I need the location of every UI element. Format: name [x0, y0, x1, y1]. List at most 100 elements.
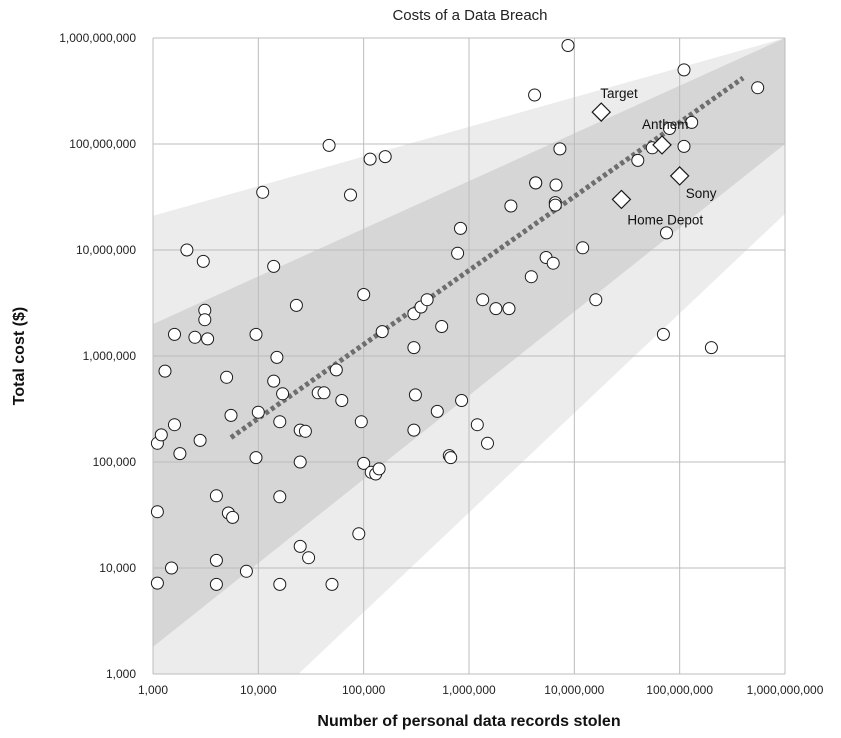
data-point — [256, 185, 270, 199]
data-point — [470, 418, 484, 432]
data-point — [335, 394, 349, 407]
data-point — [226, 510, 240, 524]
data-point — [251, 405, 265, 419]
y-tick-label: 10,000,000 — [76, 243, 136, 257]
y-tick-label: 10,000 — [99, 561, 136, 575]
data-point — [224, 408, 238, 422]
x-tick-label: 100,000 — [342, 683, 386, 697]
y-tick-label: 100,000,000 — [69, 137, 136, 151]
data-point — [407, 423, 421, 437]
data-point — [188, 330, 202, 344]
y-tick-labels: 1,000 10,000 100,000 1,000,000 10,000,000 100… — [59, 31, 136, 681]
data-point — [375, 325, 389, 339]
data-point — [209, 489, 223, 503]
data-point — [548, 198, 562, 212]
x-tick-label: 1,000 — [138, 683, 168, 697]
data-point — [298, 424, 312, 438]
grid-lines — [153, 37, 786, 674]
chart-title: Costs of a Data Breach — [392, 7, 547, 24]
data-point — [502, 302, 516, 316]
data-point — [444, 451, 458, 465]
data-point — [249, 327, 263, 341]
data-point — [357, 456, 371, 470]
data-point — [150, 505, 164, 519]
data-point — [276, 387, 290, 401]
data-point — [317, 386, 331, 400]
data-point — [529, 176, 543, 190]
data-points — [150, 39, 765, 591]
data-point — [677, 139, 691, 153]
data-point — [454, 221, 467, 235]
data-point — [325, 577, 339, 591]
data-point — [704, 341, 718, 355]
x-tick-label: 10,000,000 — [544, 683, 604, 697]
data-point — [168, 327, 181, 341]
data-point — [209, 577, 223, 591]
data-point — [196, 254, 210, 268]
data-point — [193, 433, 207, 447]
data-point — [289, 298, 303, 312]
data-point — [354, 415, 368, 429]
data-point — [420, 293, 434, 307]
data-point — [293, 539, 307, 553]
x-tick-label: 1,000,000,000 — [747, 683, 824, 697]
data-point — [220, 370, 234, 384]
data-point — [451, 246, 465, 260]
y-axis-label: Total cost ($) — [11, 307, 28, 405]
data-point — [663, 122, 676, 135]
data-point — [150, 576, 164, 590]
x-tick-label: 100,000,000 — [646, 683, 713, 697]
data-point — [273, 490, 287, 504]
data-point — [751, 81, 765, 95]
data-point — [249, 451, 263, 465]
data-point — [435, 320, 449, 333]
data-point — [267, 259, 281, 273]
data-point — [168, 418, 181, 432]
highlight-label-anthem: Anthem — [642, 117, 689, 132]
trend-line — [229, 75, 745, 440]
data-point — [546, 256, 560, 270]
data-point — [407, 341, 421, 355]
data-point — [158, 364, 172, 378]
data-point — [165, 561, 178, 575]
data-point — [273, 577, 287, 591]
data-point — [357, 288, 371, 301]
data-point — [476, 293, 490, 307]
data-point — [631, 153, 645, 167]
data-point — [302, 551, 316, 565]
highlight-marker-anthem — [652, 135, 672, 155]
y-tick-label: 1,000,000,000 — [59, 31, 136, 45]
x-tick-labels: 1,000 10,000 100,000 1,000,000 10,000,000 100… — [138, 683, 824, 697]
data-point — [363, 152, 377, 166]
data-point — [372, 462, 386, 476]
data-point — [549, 178, 563, 192]
data-point — [430, 404, 444, 418]
data-point — [198, 313, 212, 327]
data-point — [352, 527, 366, 541]
y-tick-label: 1,000 — [106, 667, 136, 681]
data-point — [209, 553, 223, 567]
data-point — [201, 332, 215, 346]
data-point — [173, 447, 187, 461]
data-point — [660, 226, 673, 240]
highlight-marker-target — [591, 102, 612, 122]
data-point — [528, 88, 542, 102]
data-point — [656, 327, 670, 341]
data-point — [677, 63, 691, 77]
data-point — [489, 302, 503, 316]
x-tick-label: 1,000,000 — [442, 683, 496, 697]
highlight-label-home-depot: Home Depot — [627, 212, 703, 227]
data-point — [553, 142, 567, 156]
data-point — [589, 293, 603, 307]
data-point — [239, 564, 253, 578]
data-point — [180, 243, 194, 257]
y-tick-label: 1,000,000 — [83, 349, 137, 363]
x-tick-label: 10,000 — [240, 683, 277, 697]
data-point — [154, 428, 168, 442]
data-point — [408, 388, 422, 402]
data-point — [524, 270, 538, 284]
highlight-marker-home-depot — [611, 189, 632, 210]
data-point — [561, 39, 575, 52]
highlight-label-target: Target — [600, 86, 638, 101]
